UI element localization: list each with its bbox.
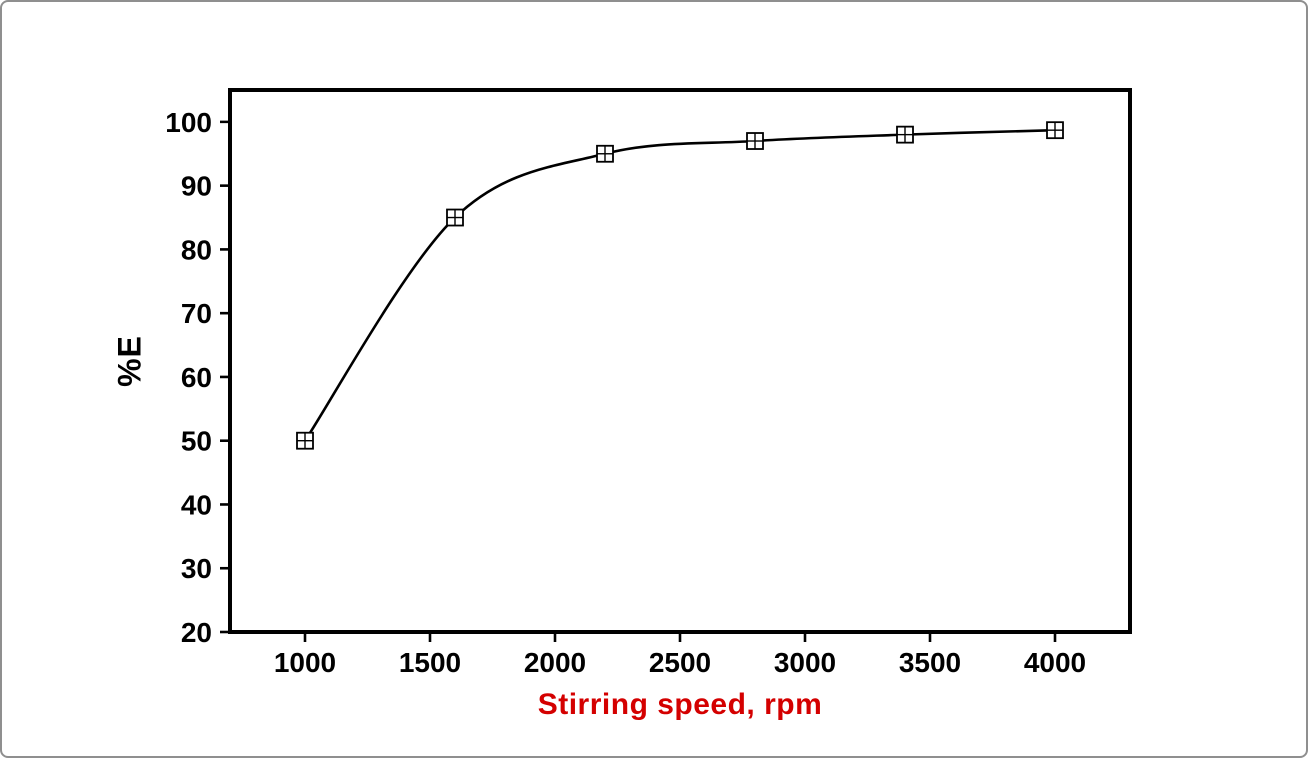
y-tick-label: 60 — [181, 362, 212, 393]
y-tick-label: 40 — [181, 489, 212, 520]
y-tick-label: 80 — [181, 234, 212, 265]
y-tick-label: 50 — [181, 426, 212, 457]
x-tick-label: 1500 — [399, 647, 461, 678]
y-axis-label: %E — [111, 335, 148, 387]
fit-curve — [303, 128, 1056, 442]
x-axis-label: Stirring speed, rpm — [537, 688, 823, 721]
x-tick-label: 3000 — [774, 647, 836, 678]
y-tick-label: 70 — [181, 298, 212, 329]
x-tick-label: 1000 — [274, 647, 336, 678]
y-tick-label: 20 — [181, 617, 212, 648]
y-tick-label: 100 — [165, 107, 212, 138]
y-tick-label: 90 — [181, 171, 212, 202]
x-tick-label: 2000 — [524, 647, 586, 678]
y-tick-label: 30 — [181, 553, 212, 584]
axis-frame — [228, 88, 1132, 634]
x-tick-label: 4000 — [1024, 647, 1086, 678]
x-tick-label: 3500 — [899, 647, 961, 678]
x-tick-label: 2500 — [649, 647, 711, 678]
